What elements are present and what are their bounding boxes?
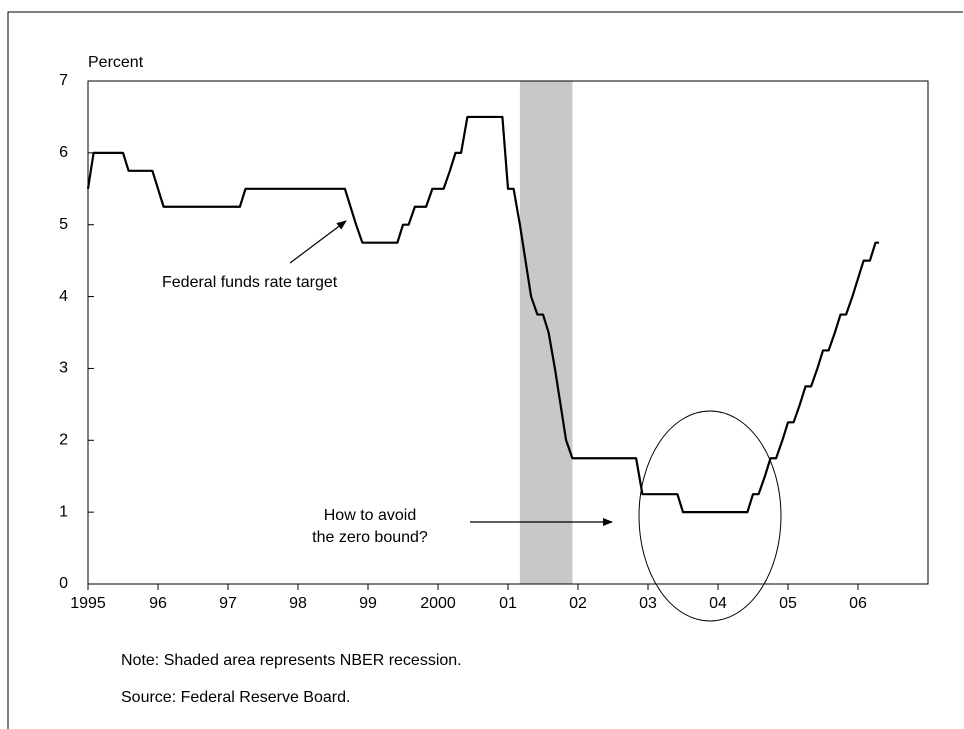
x-tick-label: 01 — [499, 595, 517, 612]
annotation-circle — [638, 410, 782, 622]
x-tick-label: 05 — [779, 595, 797, 612]
x-tick-label: 02 — [569, 595, 587, 612]
x-tick-label: 06 — [849, 595, 867, 612]
x-tick-label: 2000 — [420, 595, 456, 612]
plot-frame — [87, 80, 929, 585]
x-tick-label: 96 — [149, 595, 167, 612]
y-tick-label: 1 — [59, 503, 68, 520]
y-tick-label: 4 — [59, 288, 68, 305]
y-tick-label: 3 — [59, 360, 68, 377]
y-tick-label: 2 — [59, 432, 68, 449]
note: Note: Shaded area represents NBER recess… — [121, 652, 462, 669]
y-tick-label: 5 — [59, 216, 68, 233]
rate-line — [86, 115, 879, 514]
y-tick-label: 0 — [59, 575, 68, 592]
annotation: How to avoid — [324, 507, 417, 524]
x-tick-label: 04 — [709, 595, 727, 612]
y-tick-label: 7 — [59, 72, 68, 89]
x-tick-label: 03 — [639, 595, 657, 612]
y-tick-label: 6 — [59, 144, 68, 161]
x-tick-label: 98 — [289, 595, 307, 612]
x-tick-label: 99 — [359, 595, 377, 612]
annotation: Federal funds rate target — [162, 274, 338, 291]
page-frame — [7, 11, 963, 729]
recession-shade — [519, 81, 573, 584]
y-axis-label: Percent — [88, 54, 144, 71]
annotation-arrow — [289, 220, 347, 264]
annotation: the zero bound? — [312, 529, 428, 546]
x-tick-label: 97 — [219, 595, 237, 612]
x-tick-label: 1995 — [70, 595, 106, 612]
source: Source: Federal Reserve Board. — [121, 689, 350, 706]
